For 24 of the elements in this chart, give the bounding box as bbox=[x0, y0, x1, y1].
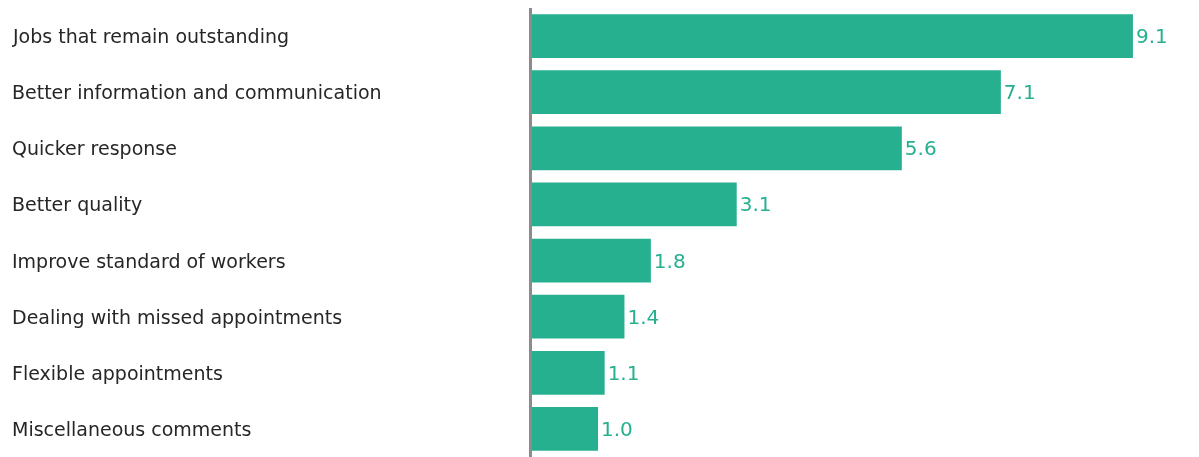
y-tick-label: Flexible appointments bbox=[12, 362, 223, 384]
y-tick-label: Quicker response bbox=[12, 137, 177, 159]
y-tick-label: Jobs that remain outstanding bbox=[12, 25, 290, 47]
y-tick-label: Miscellaneous comments bbox=[12, 418, 252, 440]
data-label: 9.1 bbox=[1135, 24, 1168, 49]
bar bbox=[532, 350, 605, 395]
data-label: 3.1 bbox=[739, 192, 772, 217]
data-label: 5.6 bbox=[904, 136, 937, 161]
data-label: 1.8 bbox=[653, 248, 686, 273]
y-tick-label: Better quality bbox=[12, 193, 143, 215]
bar bbox=[532, 238, 651, 283]
y-tick-label: Improve standard of workers bbox=[12, 250, 286, 272]
y-tick-label: Better information and communication bbox=[12, 81, 382, 103]
data-label: 1.0 bbox=[601, 416, 633, 441]
bar bbox=[532, 126, 902, 171]
bar bbox=[532, 294, 625, 339]
bar bbox=[532, 14, 1133, 58]
data-label: 1.4 bbox=[627, 304, 660, 329]
bar bbox=[532, 70, 1001, 115]
data-label: 7.1 bbox=[1003, 80, 1036, 105]
y-tick-label: Dealing with missed appointments bbox=[12, 306, 343, 328]
bar bbox=[532, 407, 599, 451]
data-label: 1.1 bbox=[607, 360, 640, 385]
bar bbox=[532, 182, 737, 227]
